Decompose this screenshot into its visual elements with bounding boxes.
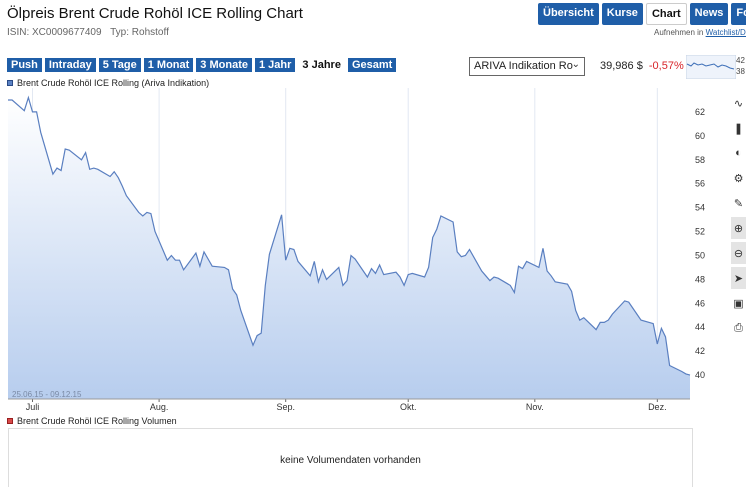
- quote-change: -0,57%: [648, 60, 684, 72]
- sparkline-label-low: 38: [736, 67, 745, 76]
- gear-icon[interactable]: ⚙: [731, 167, 746, 189]
- tab-news[interactable]: News: [689, 3, 729, 25]
- tab-kurse[interactable]: Kurse: [601, 3, 643, 25]
- range-1-jahr[interactable]: 1 Jahr: [254, 58, 296, 72]
- range-3-monate[interactable]: 3 Monate: [196, 58, 252, 72]
- range-1-monat[interactable]: 1 Monat: [143, 58, 194, 72]
- type-label: Typ: Rohstoff: [110, 27, 169, 38]
- legend-main-label: Brent Crude Rohöl ICE Rolling (Ariva Ind…: [17, 78, 210, 88]
- page-nav: Übersicht Kurse Chart News Foru: [538, 3, 746, 25]
- x-tick-label: Dez.: [648, 402, 667, 412]
- y-tick-label: 42: [695, 346, 705, 356]
- x-axis: Juli Aug. Sep. Okt. Nov. Dez.: [8, 398, 690, 412]
- range-gesamt[interactable]: Gesamt: [347, 58, 397, 72]
- chevron-down-icon: ⌄: [571, 59, 580, 70]
- volume-panel: keine Volumendaten vorhanden: [8, 428, 693, 487]
- volume-legend-swatch: [7, 418, 13, 424]
- y-axis: 40 42 44 46 48 50 52 54 56 58 60 62: [695, 107, 705, 380]
- price-area: [8, 97, 690, 399]
- volume-legend: Brent Crude Rohöl ICE Rolling Volumen: [7, 416, 177, 426]
- zoom-out-icon[interactable]: ⊖: [731, 242, 746, 264]
- tab-forum[interactable]: Foru: [731, 3, 746, 25]
- y-tick-label: 58: [695, 155, 705, 165]
- y-tick-label: 54: [695, 203, 705, 213]
- y-tick-label: 40: [695, 370, 705, 380]
- isin-label: ISIN: XC0009677409: [7, 27, 102, 38]
- line-chart-icon[interactable]: ∿: [731, 92, 746, 114]
- cursor-icon[interactable]: ➤: [731, 267, 746, 289]
- x-tick-label: Juli: [26, 402, 40, 412]
- page-title: Ölpreis Brent Crude Rohöl ICE Rolling Ch…: [7, 5, 303, 22]
- price-chart[interactable]: 40 42 44 46 48 50 52 54 56 58 60 62 Juli Aug. Sep. Okt…: [0, 88, 746, 413]
- draw-icon[interactable]: ✎: [731, 192, 746, 214]
- y-tick-label: 52: [695, 227, 705, 237]
- watchlist-link[interactable]: Watchlist/Dep: [705, 28, 746, 37]
- quote-price: 39,986 $: [600, 60, 643, 72]
- compare-icon[interactable]: ◐: [731, 142, 746, 164]
- volume-message: keine Volumendaten vorhanden: [280, 455, 421, 466]
- y-tick-label: 56: [695, 179, 705, 189]
- x-tick-label: Sep.: [276, 402, 295, 412]
- range-3-jahre[interactable]: 3 Jahre: [298, 58, 345, 72]
- tab-uebersicht[interactable]: Übersicht: [538, 3, 599, 25]
- price-line: [8, 95, 691, 376]
- print-icon[interactable]: ⎙: [731, 317, 746, 339]
- date-range-label: 25.06.15 - 09.12.15: [12, 390, 82, 399]
- tab-chart[interactable]: Chart: [645, 3, 687, 25]
- watchlist-prefix: Aufnehmen in: [654, 28, 704, 37]
- mini-sparkline[interactable]: [686, 55, 736, 79]
- y-tick-label: 46: [695, 298, 705, 308]
- watchlist-prompt: Aufnehmen in Watchlist/Dep: [654, 28, 746, 37]
- range-push[interactable]: Push: [7, 58, 42, 72]
- sparkline-labels: 42 38: [736, 55, 745, 77]
- y-tick-label: 60: [695, 131, 705, 141]
- legend-swatch: [7, 80, 13, 86]
- x-tick-label: Aug.: [150, 402, 169, 412]
- range-5-tage[interactable]: 5 Tage: [98, 58, 141, 72]
- range-intraday[interactable]: Intraday: [44, 58, 96, 72]
- y-tick-label: 44: [695, 322, 705, 332]
- x-tick-label: Okt.: [400, 402, 417, 412]
- instrument-info: ISIN: XC0009677409 Typ: Rohstoff: [7, 27, 175, 38]
- x-tick-label: Nov.: [526, 402, 544, 412]
- main-legend: Brent Crude Rohöl ICE Rolling (Ariva Ind…: [7, 78, 209, 88]
- legend-volume-label: Brent Crude Rohöl ICE Rolling Volumen: [17, 416, 177, 426]
- y-tick-label: 62: [695, 107, 705, 117]
- save-icon[interactable]: ▣: [731, 292, 746, 314]
- source-select-value: ARIVA Indikation Ro: [474, 60, 573, 72]
- sparkline-line: [686, 62, 735, 70]
- bar-chart-icon[interactable]: ❚: [731, 117, 746, 139]
- source-select[interactable]: ARIVA Indikation Ro ⌄: [469, 57, 585, 76]
- chart-toolbar: ∿ ❚ ◐ ⚙ ✎ ⊕ ⊖ ➤ ▣ ⎙: [731, 92, 746, 342]
- y-tick-label: 50: [695, 250, 705, 260]
- quote-display: 39,986 $ -0,57%: [600, 60, 684, 72]
- range-selector: Push Intraday 5 Tage 1 Monat 3 Monate 1 …: [7, 58, 397, 72]
- sparkline-label-high: 42: [736, 56, 745, 65]
- y-tick-label: 48: [695, 274, 705, 284]
- zoom-in-icon[interactable]: ⊕: [731, 217, 746, 239]
